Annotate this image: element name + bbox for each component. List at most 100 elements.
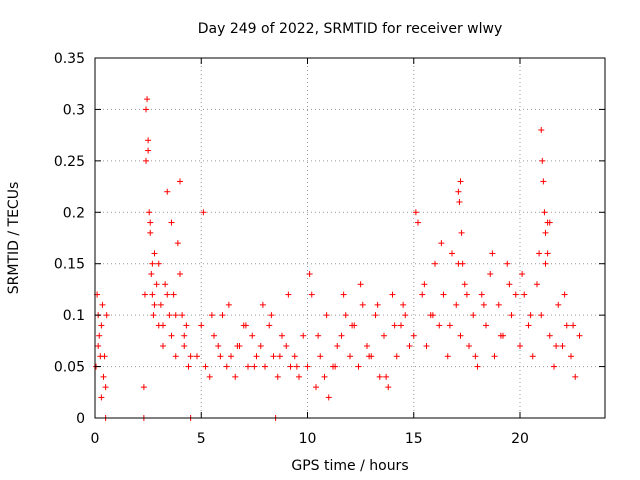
data-point — [568, 353, 574, 360]
data-point — [491, 353, 498, 360]
data-point — [474, 363, 481, 370]
data-point — [366, 353, 373, 360]
data-point — [145, 147, 152, 154]
data-point — [232, 373, 239, 380]
data-point — [553, 343, 560, 349]
data-point — [206, 373, 213, 380]
data-point — [170, 291, 177, 298]
data-point — [525, 322, 532, 329]
data-point — [463, 291, 470, 298]
data-point — [198, 322, 205, 329]
data-point — [456, 199, 463, 205]
data-point — [332, 363, 339, 370]
data-point — [140, 384, 147, 391]
data-point — [512, 291, 519, 298]
y-tick-label: 0.05 — [54, 360, 85, 376]
data-point — [495, 301, 502, 308]
data-point — [146, 209, 153, 216]
x-tick-label: 15 — [405, 431, 423, 447]
data-point — [508, 312, 515, 319]
data-point — [172, 312, 179, 319]
data-point — [519, 271, 526, 277]
data-point — [149, 291, 156, 298]
data-point — [461, 281, 468, 288]
data-point — [245, 363, 251, 370]
data-point — [219, 312, 226, 319]
data-point — [478, 291, 485, 298]
data-point — [100, 373, 107, 380]
data-point — [570, 322, 577, 329]
data-point — [144, 96, 151, 103]
data-point — [296, 373, 302, 380]
data-point — [559, 343, 566, 349]
data-point — [153, 281, 160, 288]
data-point — [151, 301, 158, 308]
data-points — [93, 96, 583, 421]
data-point — [436, 322, 443, 329]
data-point — [95, 343, 102, 349]
data-point — [544, 250, 551, 257]
y-tick-label: 0.35 — [54, 51, 85, 67]
data-point — [242, 322, 249, 329]
data-point — [293, 363, 300, 370]
data-point — [215, 343, 222, 349]
data-point — [194, 353, 200, 360]
data-point — [453, 301, 460, 308]
data-point — [249, 332, 256, 339]
data-point — [541, 209, 548, 216]
data-point — [162, 281, 169, 288]
chart-title: Day 249 of 2022, SRMTID for receiver wlw… — [198, 21, 503, 37]
data-point — [145, 137, 152, 144]
data-point — [529, 353, 536, 360]
data-point — [391, 322, 398, 329]
data-point — [497, 332, 504, 339]
data-point — [542, 260, 549, 267]
data-point — [259, 301, 266, 308]
data-point — [438, 240, 445, 247]
data-point — [308, 291, 315, 298]
data-point — [419, 291, 426, 298]
data-point — [202, 363, 209, 370]
x-tick-label: 10 — [299, 431, 317, 447]
data-point — [164, 188, 171, 195]
data-point — [472, 353, 479, 360]
data-point — [253, 353, 260, 360]
data-point — [429, 312, 436, 319]
data-point — [200, 209, 207, 216]
data-point — [223, 363, 230, 370]
data-point — [466, 343, 472, 349]
data-point — [143, 106, 149, 113]
data-point — [160, 343, 166, 349]
data-point — [147, 219, 154, 226]
data-point — [389, 291, 396, 298]
data-point — [538, 312, 545, 319]
data-point — [225, 301, 232, 308]
data-point — [181, 343, 188, 349]
y-tick-label: 0.3 — [63, 102, 85, 118]
data-point — [444, 353, 451, 360]
data-point — [372, 312, 379, 319]
data-point — [304, 363, 311, 370]
x-axis-ticks: 0 5 10 15 20 — [91, 58, 529, 447]
data-point — [470, 312, 477, 319]
data-point — [440, 291, 447, 298]
data-point — [561, 291, 568, 298]
data-point — [400, 301, 407, 308]
data-point — [446, 322, 453, 329]
data-point — [317, 353, 324, 360]
data-point — [334, 343, 341, 349]
data-point — [357, 281, 364, 288]
data-point — [177, 271, 183, 277]
data-point — [487, 271, 494, 277]
data-point — [291, 353, 298, 360]
data-point — [251, 363, 258, 370]
data-point — [555, 301, 562, 308]
data-point — [98, 394, 105, 401]
data-point — [268, 312, 275, 319]
data-point — [172, 353, 179, 360]
data-point — [148, 271, 155, 277]
data-point — [359, 301, 366, 308]
data-point — [325, 394, 332, 401]
data-point — [177, 178, 183, 185]
data-point — [151, 250, 158, 257]
